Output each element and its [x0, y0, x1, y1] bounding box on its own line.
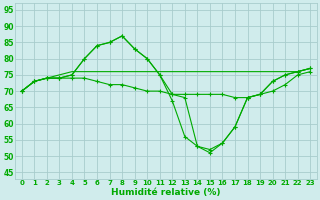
- X-axis label: Humidité relative (%): Humidité relative (%): [111, 188, 221, 197]
